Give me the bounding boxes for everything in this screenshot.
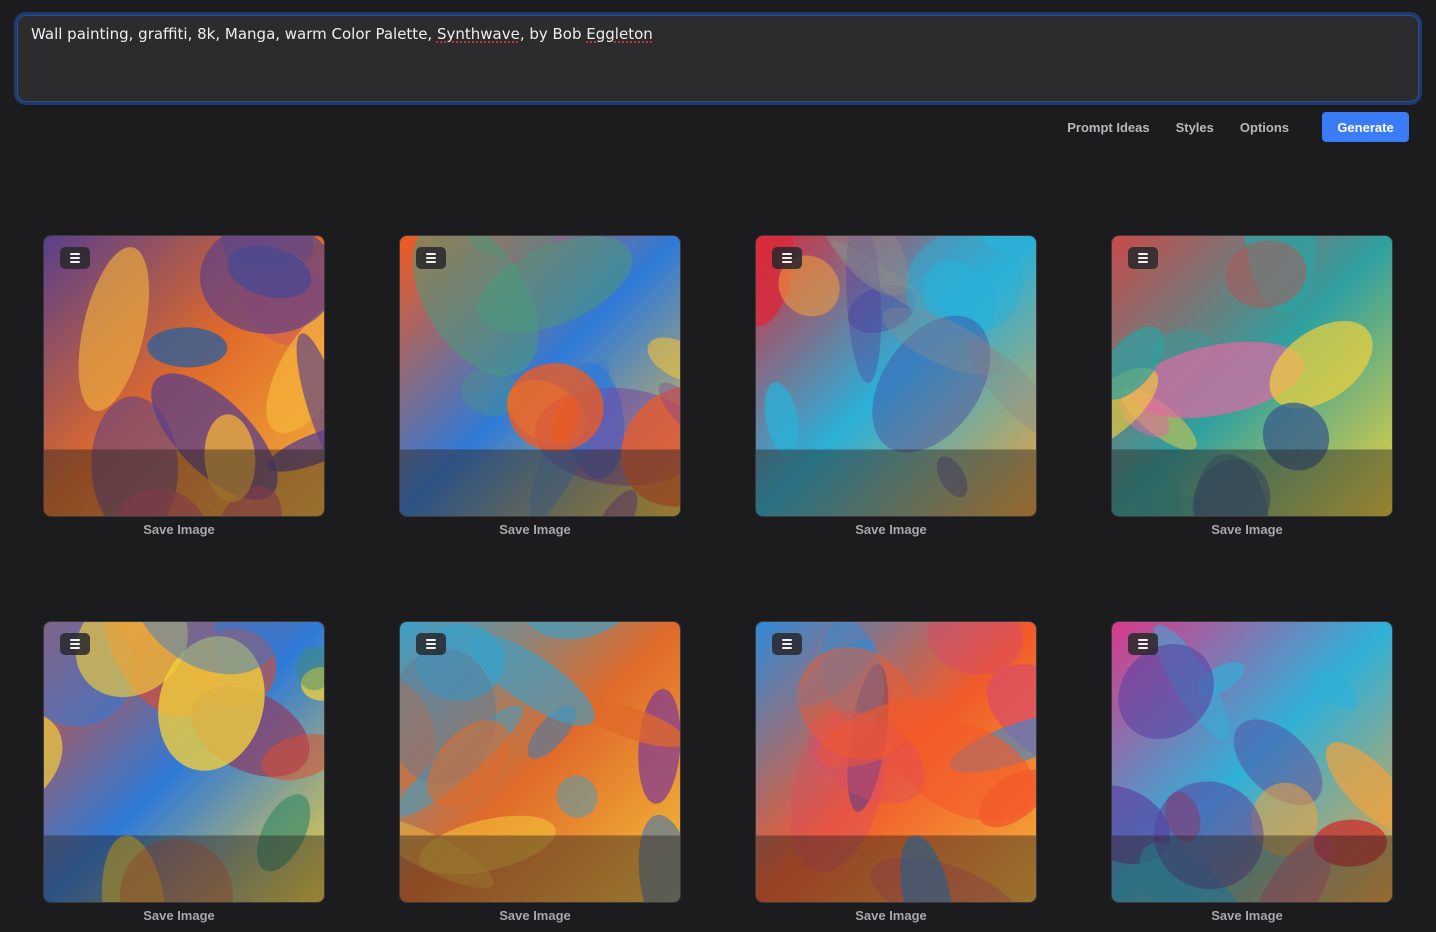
save-image-button[interactable]: Save Image (399, 522, 671, 537)
image-art (756, 236, 1036, 516)
prompt-text-4-misspelled: Eggleton (586, 25, 653, 43)
image-card: Save Image (43, 235, 325, 537)
image-art (400, 622, 680, 902)
menu-icon[interactable] (772, 633, 802, 655)
save-image-button[interactable]: Save Image (1111, 908, 1383, 923)
menu-icon[interactable] (1128, 247, 1158, 269)
save-image-button[interactable]: Save Image (399, 908, 671, 923)
menu-icon[interactable] (60, 633, 90, 655)
image-card: Save Image (399, 235, 681, 537)
menu-icon[interactable] (60, 247, 90, 269)
image-card: Save Image (43, 621, 325, 923)
generated-image[interactable] (43, 621, 325, 903)
image-art (756, 622, 1036, 902)
generate-button[interactable]: Generate (1322, 112, 1409, 142)
prompt-input[interactable]: Wall painting, graffiti, 8k, Manga, warm… (14, 12, 1422, 105)
menu-icon[interactable] (1128, 633, 1158, 655)
image-art (400, 236, 680, 516)
image-art (44, 236, 324, 516)
prompt-text-1: Wall painting, graffiti, 8k, Manga, warm… (31, 25, 437, 43)
save-image-button[interactable]: Save Image (43, 908, 315, 923)
prompt-ideas-button[interactable]: Prompt Ideas (1054, 114, 1162, 141)
image-art (1112, 622, 1392, 902)
image-card: Save Image (755, 235, 1037, 537)
generated-image[interactable] (1111, 621, 1393, 903)
menu-icon[interactable] (772, 247, 802, 269)
generated-image[interactable] (755, 621, 1037, 903)
image-art (1112, 236, 1392, 516)
save-image-button[interactable]: Save Image (1111, 522, 1383, 537)
image-card: Save Image (1111, 235, 1393, 537)
save-image-button[interactable]: Save Image (755, 522, 1027, 537)
generated-image[interactable] (1111, 235, 1393, 517)
image-card: Save Image (1111, 621, 1393, 923)
image-card: Save Image (399, 621, 681, 923)
generated-image[interactable] (755, 235, 1037, 517)
prompt-text-3: , by Bob (519, 25, 587, 43)
generated-image[interactable] (399, 621, 681, 903)
menu-icon[interactable] (416, 247, 446, 269)
generated-image[interactable] (399, 235, 681, 517)
image-card: Save Image (755, 621, 1037, 923)
menu-icon[interactable] (416, 633, 446, 655)
prompt-text-2-misspelled: Synthwave (436, 25, 520, 43)
save-image-button[interactable]: Save Image (43, 522, 315, 537)
styles-button[interactable]: Styles (1163, 114, 1227, 141)
save-image-button[interactable]: Save Image (755, 908, 1027, 923)
generated-image[interactable] (43, 235, 325, 517)
toolbar: Prompt Ideas Styles Options Generate (1054, 112, 1409, 142)
options-button[interactable]: Options (1227, 114, 1302, 141)
image-art (44, 622, 324, 902)
